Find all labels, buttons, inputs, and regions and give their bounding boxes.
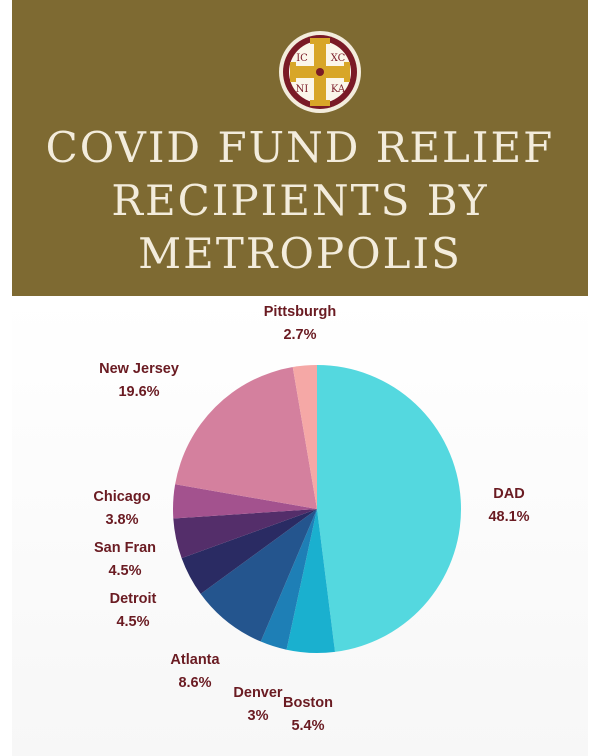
emblem-text-ni: NI — [296, 84, 309, 95]
pie-slice-san-fran — [173, 509, 317, 559]
slice-value-detroit: 4.5% — [116, 614, 149, 630]
slice-name-chicago: Chicago — [93, 489, 150, 505]
pie-slice-chicago — [172, 484, 317, 519]
pie-labels: DAD 48.1% Boston 5.4% Denver 3% Atlanta 8.6% Det… — [93, 304, 529, 734]
title-line-1: COVID FUND RELIEF — [45, 123, 555, 172]
pie-slice-atlanta — [200, 509, 317, 642]
pie-slice-denver — [260, 509, 317, 650]
slice-value-dad: 48.1% — [488, 509, 529, 525]
emblem-text-ic: IC — [296, 53, 308, 64]
chart-area: DAD 48.1% Boston 5.4% Denver 3% Atlanta 8.6% Det… — [12, 296, 588, 756]
pie-slice-detroit — [181, 509, 317, 594]
slice-name-atlanta: Atlanta — [170, 652, 220, 668]
slice-value-atlanta: 8.6% — [178, 675, 211, 691]
header-banner: IC XC NI KA COVID FUND RELIEF RECIPIENTS… — [12, 0, 588, 296]
slice-value-pittsburgh: 2.7% — [283, 327, 316, 343]
pie-slices — [172, 365, 462, 654]
title-line-3: METROPOLIS — [138, 229, 462, 278]
pie-slice-dad — [317, 365, 462, 652]
slice-name-san-fran: San Fran — [94, 540, 156, 556]
slice-name-detroit: Detroit — [110, 591, 157, 607]
byzantine-cross-seal-icon: IC XC NI KA — [279, 31, 361, 113]
slice-value-denver: 3% — [248, 708, 269, 724]
pie-slice-pittsburgh — [292, 365, 317, 509]
slice-name-pittsburgh: Pittsburgh — [264, 304, 337, 320]
emblem-text-ka: KA — [331, 84, 346, 95]
slice-value-new-jersey: 19.6% — [118, 384, 159, 400]
pie-slice-new-jersey — [175, 367, 317, 509]
slice-value-boston: 5.4% — [291, 718, 324, 734]
slice-name-new-jersey: New Jersey — [99, 361, 179, 377]
slice-name-boston: Boston — [283, 695, 333, 711]
slice-name-denver: Denver — [233, 685, 283, 701]
pie-chart: DAD 48.1% Boston 5.4% Denver 3% Atlanta 8.6% Det… — [93, 304, 529, 734]
slice-name-dad: DAD — [493, 486, 524, 502]
slice-value-san-fran: 4.5% — [108, 563, 141, 579]
emblem-text-xc: XC — [331, 53, 346, 64]
slice-value-chicago: 3.8% — [105, 512, 138, 528]
pie-slice-boston — [286, 509, 336, 654]
title-line-2: RECIPIENTS BY — [111, 176, 489, 225]
